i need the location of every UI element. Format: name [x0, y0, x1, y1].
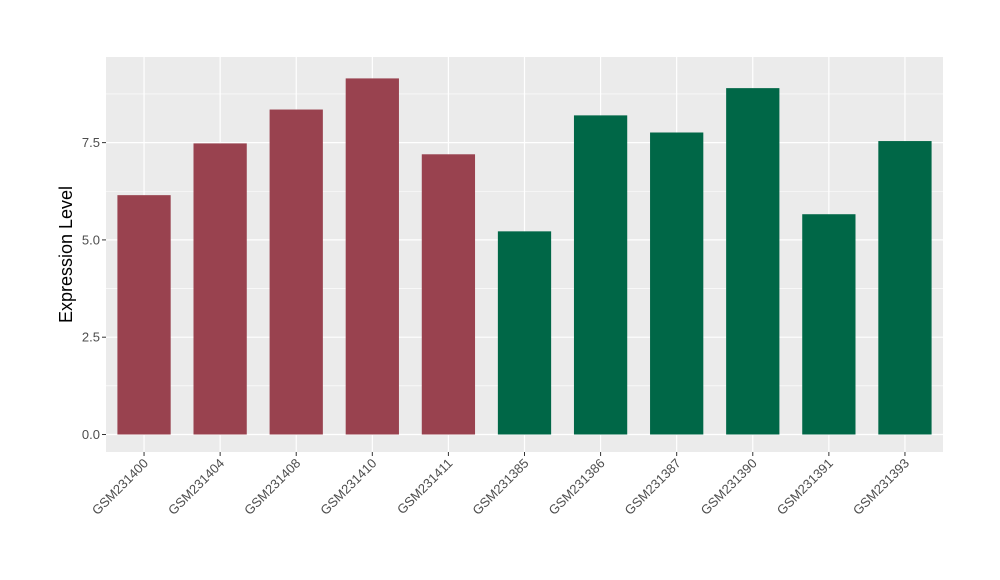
bar-GSM231385: [497, 231, 552, 435]
bar-GSM231408: [269, 109, 323, 435]
y-tick-label: 7.5: [82, 135, 100, 150]
x-tick-label: GSM231386: [545, 456, 607, 518]
bar-GSM231411: [421, 154, 476, 435]
x-tick-label: GSM231410: [317, 456, 379, 518]
bar-GSM231387: [650, 132, 704, 435]
x-tick-label: GSM231408: [241, 456, 303, 518]
y-tick-label: 2.5: [82, 330, 100, 345]
x-tick-label: GSM231391: [774, 456, 836, 518]
x-tick-label: GSM231385: [469, 456, 531, 518]
y-axis: 0.0 2.5 5.0 7.5: [82, 135, 106, 442]
bars: [117, 78, 932, 435]
y-tick-label: 0.0: [82, 427, 100, 442]
x-tick-label: GSM231387: [622, 456, 684, 518]
y-tick-label: 5.0: [82, 232, 100, 247]
bar-GSM231400: [117, 195, 171, 435]
bar-GSM231386: [573, 115, 628, 435]
x-tick-label: GSM231404: [165, 456, 227, 518]
bar-GSM231410: [345, 78, 399, 435]
y-axis-title: Expression Level: [56, 186, 76, 323]
x-tick-label: GSM231411: [394, 456, 456, 518]
x-axis: GSM231400 GSM231404 GSM231408 GSM231410 GSM2…: [89, 452, 912, 518]
bar-GSM231391: [802, 214, 856, 435]
bar-GSM231404: [193, 143, 247, 435]
x-tick-label: GSM231393: [850, 456, 912, 518]
x-tick-label: GSM231400: [89, 456, 151, 518]
bar-GSM231393: [878, 141, 932, 435]
x-tick-label: GSM231390: [698, 456, 760, 518]
bar-GSM231390: [726, 88, 780, 435]
